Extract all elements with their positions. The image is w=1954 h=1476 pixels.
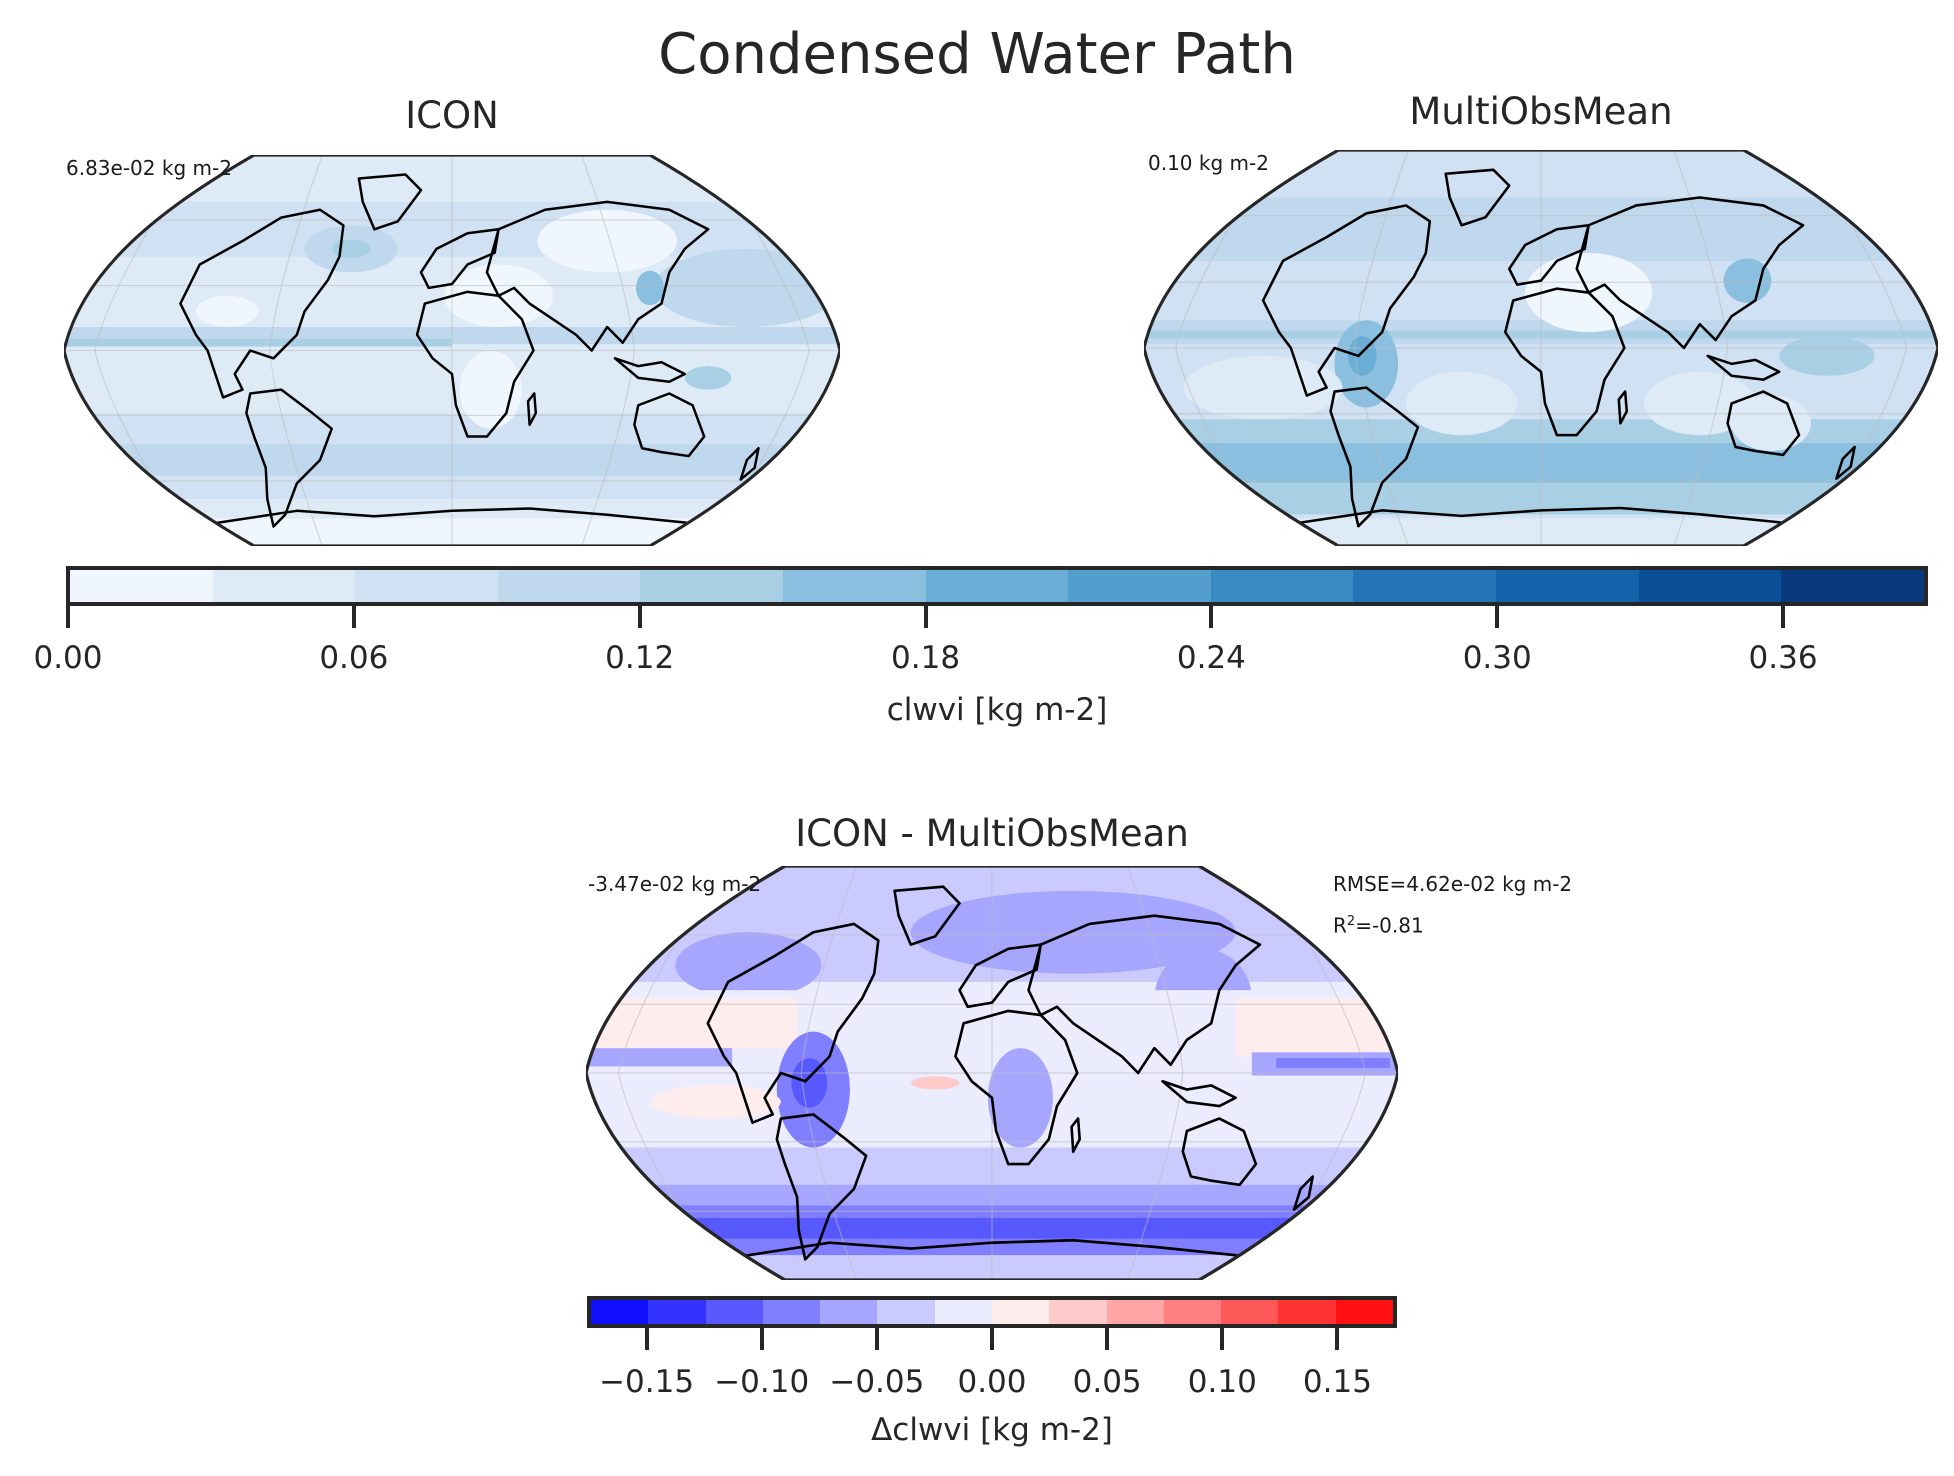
map-model xyxy=(64,155,840,546)
r2-prefix: R xyxy=(1333,913,1347,938)
map-reference xyxy=(1144,150,1938,546)
colorbar-tick xyxy=(1209,604,1214,628)
colorbar-bin xyxy=(497,570,641,602)
colorbar-bin xyxy=(648,1300,706,1324)
rmse-annotation: RMSE=4.62e-02 kg m-2 xyxy=(1333,872,1573,896)
map-bias-svg xyxy=(586,866,1398,1280)
colorbar-bin xyxy=(591,1300,649,1324)
figure-suptitle: Condensed Water Path xyxy=(658,22,1296,87)
r2-value: =-0.81 xyxy=(1355,913,1424,938)
colorbar-bin xyxy=(1068,570,1211,602)
colorbar-tick-label: −0.10 xyxy=(714,1364,810,1400)
colorbar-bin xyxy=(1335,1300,1393,1324)
colorbar-tick xyxy=(1495,604,1500,628)
r2-superscript: 2 xyxy=(1346,914,1356,929)
colorbar-bin xyxy=(934,1300,992,1324)
colorbar-bin xyxy=(877,1300,935,1324)
colorbar-bin xyxy=(1353,570,1497,602)
colorbar-tick-label: 0.10 xyxy=(1187,1364,1257,1400)
colorbar-bin xyxy=(991,1300,1050,1324)
colorbar-tick-label: 0.06 xyxy=(319,640,389,676)
colorbar-tick-label: 0.00 xyxy=(33,640,103,676)
global-mean-reference: 0.10 kg m-2 xyxy=(1148,151,1269,175)
r2-annotation: R2=-0.81 xyxy=(1333,910,1424,938)
colorbar-bin xyxy=(1781,570,1924,602)
global-mean-model: 6.83e-02 kg m-2 xyxy=(66,156,232,180)
colorbar-tick-label: 0.36 xyxy=(1748,640,1818,676)
colorbar-tick xyxy=(1105,1326,1110,1350)
colorbar-bin xyxy=(640,570,784,602)
colorbar-tick-label: −0.15 xyxy=(599,1364,695,1400)
colorbar-bin xyxy=(705,1300,763,1324)
map-model-svg xyxy=(64,155,840,546)
colorbar-bin xyxy=(820,1300,878,1324)
colorbar-tick xyxy=(923,604,928,628)
colorbar-bin xyxy=(1210,570,1354,602)
colorbar-bin xyxy=(70,570,213,602)
colorbar-tick-label: 0.05 xyxy=(1072,1364,1142,1400)
panel-title-reference: MultiObsMean xyxy=(1409,90,1673,133)
colorbar-absolute-bins xyxy=(66,566,1928,606)
colorbar-tick-label: 0.00 xyxy=(957,1364,1027,1400)
colorbar-tick xyxy=(351,604,356,628)
panel-title-bias: ICON - MultiObsMean xyxy=(795,812,1189,855)
colorbar-tick-label: 0.12 xyxy=(605,640,675,676)
colorbar-difference-label: Δclwvi [kg m-2] xyxy=(871,1412,1113,1448)
map-bias xyxy=(586,866,1398,1280)
colorbar-tick-label: 0.30 xyxy=(1462,640,1532,676)
colorbar-tick xyxy=(66,604,70,628)
global-mean-bias: -3.47e-02 kg m-2 xyxy=(588,872,762,896)
colorbar-difference-bins xyxy=(587,1296,1397,1328)
panel-title-model: ICON xyxy=(405,94,499,137)
colorbar-difference xyxy=(587,1296,1397,1328)
colorbar-absolute xyxy=(66,566,1928,606)
colorbar-bin xyxy=(1278,1300,1336,1324)
colorbar-tick xyxy=(990,1326,994,1350)
colorbar-bin xyxy=(783,570,926,602)
colorbar-bin xyxy=(1638,570,1782,602)
colorbar-tick xyxy=(1335,1326,1340,1350)
colorbar-tick xyxy=(759,1326,764,1350)
colorbar-tick xyxy=(874,1326,879,1350)
colorbar-bin xyxy=(212,570,356,602)
colorbar-bin xyxy=(355,570,498,602)
colorbar-tick xyxy=(1220,1326,1225,1350)
colorbar-tick-label: 0.15 xyxy=(1302,1364,1372,1400)
colorbar-tick-label: 0.18 xyxy=(891,640,961,676)
colorbar-bin xyxy=(762,1300,821,1324)
colorbar-bin xyxy=(925,570,1069,602)
colorbar-absolute-label: clwvi [kg m-2] xyxy=(886,692,1108,728)
colorbar-bin xyxy=(1163,1300,1222,1324)
colorbar-tick xyxy=(637,604,642,628)
colorbar-bin xyxy=(1106,1300,1164,1324)
colorbar-bin xyxy=(1049,1300,1107,1324)
colorbar-bin xyxy=(1221,1300,1279,1324)
map-reference-svg xyxy=(1144,150,1938,546)
colorbar-tick-label: 0.24 xyxy=(1176,640,1246,676)
colorbar-tick xyxy=(644,1326,649,1350)
colorbar-tick xyxy=(1781,604,1786,628)
colorbar-tick-label: −0.05 xyxy=(829,1364,925,1400)
colorbar-bin xyxy=(1496,570,1639,602)
